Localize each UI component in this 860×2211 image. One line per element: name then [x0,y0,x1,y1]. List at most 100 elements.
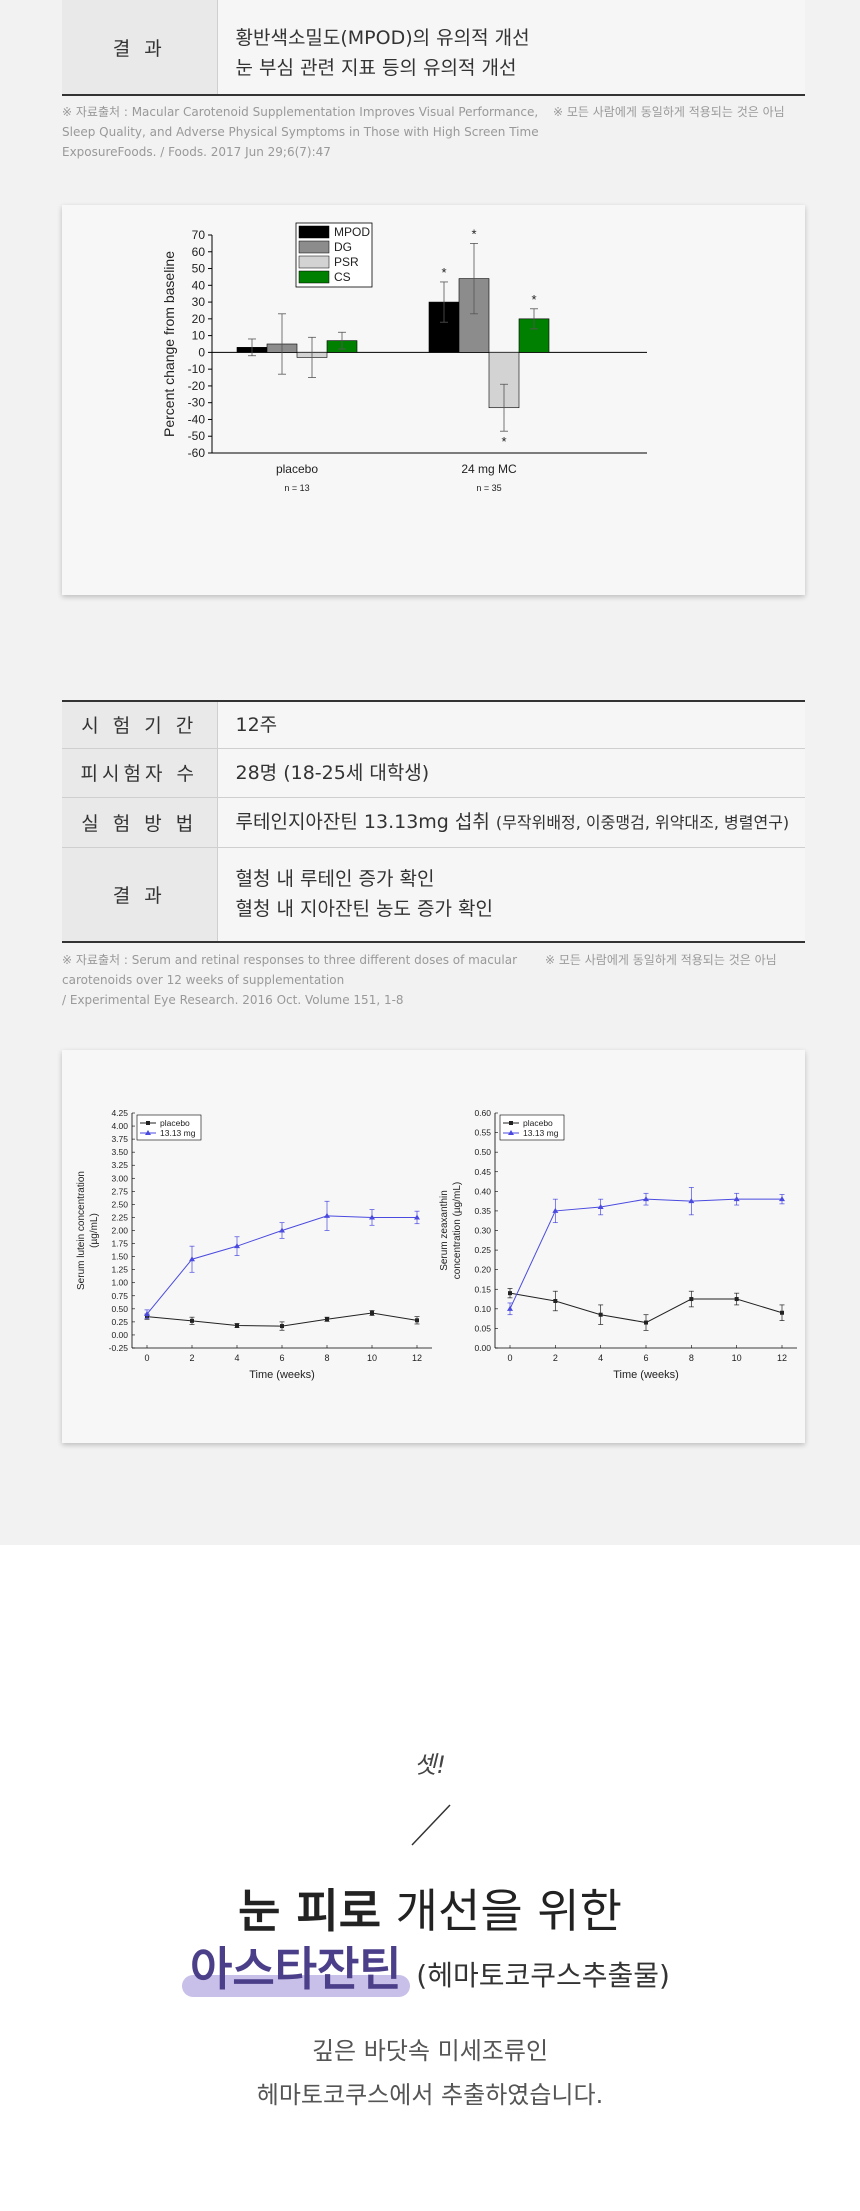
x-tick-label: 2 [553,1353,558,1363]
x-tick-label: 8 [324,1353,329,1363]
table-row: 결 과 혈청 내 루테인 증가 확인 혈청 내 지아잔틴 농도 증가 확인 [62,847,805,943]
row-key: 결 과 [62,0,218,96]
table-row: 실 험 방 법 루테인지아잔틴 13.13mg 섭취 (무작위배정, 이중맹검,… [62,797,805,848]
y-tick-label: 0.20 [474,1265,491,1275]
y-axis-label-line: Serum zeaxanthin [439,1190,450,1271]
y-axis-label-line: (µg/mL) [89,1213,100,1248]
y-tick-label: 0.45 [474,1167,491,1177]
headline-bold: 눈 피로 [238,1884,382,1938]
y-tick-label: 0.40 [474,1186,491,1196]
y-tick-label: -60 [188,446,206,460]
y-tick-label: 70 [192,228,206,242]
table-row: 피시험자 수 28명 (18-25세 대학생) [62,748,805,798]
source-citation: ※ 자료출처 : Serum and retinal responses to … [62,950,562,1010]
promo-section: 셋! 눈 피로 개선을 위한 아스타잔틴 (헤마토코쿠스추출물) 깊은 바닷속 … [0,1545,860,2211]
data-point [688,1198,695,1204]
y-tick-label: 20 [192,312,206,326]
y-tick-label: 0.00 [474,1343,491,1353]
row-value: 12주 [217,701,805,749]
product-paren: (헤마토코쿠스추출물) [416,1959,670,1992]
series-line-13-13-mg [509,1198,782,1310]
significance-marker: * [501,434,506,449]
y-tick-label: 3.00 [111,1173,128,1183]
y-tick-label: 2.25 [111,1212,128,1222]
x-tick-label: 0 [144,1353,149,1363]
data-point [553,1299,558,1303]
legend-box [499,1114,565,1141]
table-row: 결 과 황반색소밀도(MPOD)의 유의적 개선 눈 부심 관련 지표 등의 유… [62,0,805,96]
y-tick-label: 1.50 [111,1252,128,1262]
study1-table: 결 과 황반색소밀도(MPOD)의 유의적 개선 눈 부심 관련 지표 등의 유… [62,0,805,96]
y-tick-label: 0.50 [474,1147,491,1157]
data-point [508,1291,512,1296]
y-tick-label: 3.50 [111,1147,128,1157]
promo-headline: 눈 피로 개선을 위한 [0,1875,860,1941]
promo-product: 아스타잔틴 (헤마토코쿠스추출물) [0,1933,860,1997]
method-note: (무작위배정, 이중맹검, 위약대조, 병렬연구) [495,812,790,832]
y-tick-label: 0.35 [474,1206,491,1216]
bar-chart-card: 70 60 50 40 30 20 10 0 -10 -20 -30 -40 -50 -60 Percent… [62,205,805,595]
data-point [324,1212,330,1218]
y-tick-label: 0.50 [111,1304,128,1314]
significance-marker: * [441,265,446,280]
data-point [235,1323,239,1328]
divider-slash-icon [411,1804,451,1846]
legend-label: PSR [334,255,359,269]
y-tick-label: 10 [192,329,206,343]
y-tick-label: -40 [188,412,206,426]
data-point [597,1204,604,1209]
row-value: 혈청 내 루테인 증가 확인 혈청 내 지아잔틴 농도 증가 확인 [217,847,805,943]
y-tick-label: 0.25 [111,1317,128,1327]
source-citation: ※ 자료출처 : Macular Carotenoid Supplementat… [62,102,562,162]
x-tick-label: 12 [777,1353,787,1363]
y-axis-label: Serum zeaxanthin concentration (µg/mL) [439,1182,463,1279]
y-tick-label: -10 [188,362,206,376]
y-tick-label: 0.75 [111,1291,128,1301]
significance-marker: * [471,226,476,241]
x-tick-label: 12 [412,1353,422,1363]
data-point [644,1320,648,1325]
row-value: 황반색소밀도(MPOD)의 유의적 개선 눈 부심 관련 지표 등의 유의적 개… [217,0,805,96]
x-axis-label: Time (weeks) [249,1369,315,1381]
legend-swatch [298,240,330,254]
y-tick-label: 4.00 [111,1121,128,1131]
desc-line: 헤마토코쿠스에서 추출하였습니다. [256,2081,604,2109]
line-charts-card: 4.25 4.00 3.75 3.50 3.25 3.00 2.75 2.50 2.25 2.00… [62,1050,805,1443]
data-point [234,1243,240,1249]
data-point [189,1256,195,1262]
y-axis-label-line: concentration (µg/mL) [452,1182,463,1279]
source-line: / Experimental Eye Research. 2016 Oct. V… [62,993,404,1007]
y-tick-label: 0.10 [474,1304,491,1314]
x-tick-label: 10 [732,1353,742,1363]
bar-chart: 70 60 50 40 30 20 10 0 -10 -20 -30 -40 -50 -60 Percent… [161,222,647,493]
result-line: 황반색소밀도(MPOD)의 유의적 개선 [235,27,530,49]
y-tick-label: 0.60 [474,1108,491,1118]
data-point [552,1207,559,1213]
x-tick-label: 4 [598,1353,603,1363]
x-tick-label: 10 [367,1353,377,1363]
legend-marker [146,1121,150,1125]
study-section: 결 과 황반색소밀도(MPOD)의 유의적 개선 눈 부심 관련 지표 등의 유… [0,0,860,1545]
y-tick-label: 40 [192,278,206,292]
source-line: carotenoids over 12 weeks of supplementa… [62,973,345,987]
legend-label: placebo [523,1118,553,1128]
data-point [279,1227,285,1233]
promo-description: 깊은 바닷속 미세조류인 헤마토코쿠스에서 추출하였습니다. [0,2029,860,2117]
x-tick-label: 8 [689,1353,694,1363]
x-axis-label: Time (weeks) [613,1369,679,1381]
legend-swatch [298,225,330,239]
row-value: 루테인지아잔틴 13.13mg 섭취 (무작위배정, 이중맹검, 위약대조, 병… [217,797,805,848]
legend-box [136,1114,202,1141]
source-line: Sleep Quality, and Adverse Physical Symp… [62,125,539,139]
y-tick-label: 2.75 [111,1186,128,1196]
legend-label: placebo [160,1118,190,1128]
legend-marker [509,1121,513,1125]
category-label: 24 mg MC [461,462,517,476]
data-point [414,1214,420,1220]
legend-label: CS [334,270,351,284]
row-key: 피시험자 수 [62,748,218,798]
product-name: 아스타잔틴 [182,1933,410,1999]
table-row: 시 험 기 간 12주 [62,701,805,749]
y-tick-label: 0 [198,345,205,359]
data-point [643,1196,649,1202]
